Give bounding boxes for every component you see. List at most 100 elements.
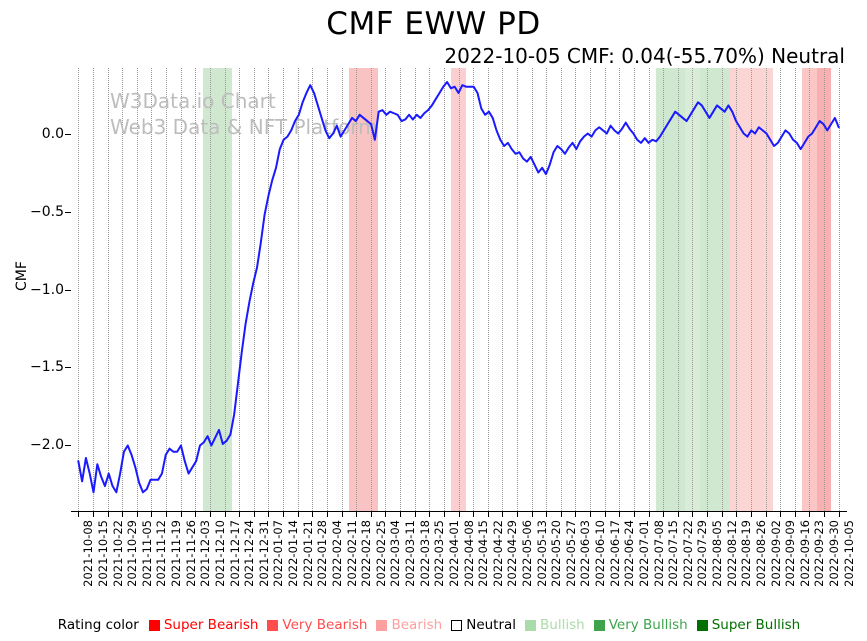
x-tick-label: 2022-09-02	[768, 520, 783, 587]
x-tick-label: 2021-11-26	[183, 520, 198, 587]
gridline	[502, 68, 504, 511]
x-tick-label: 2022-02-11	[344, 520, 359, 587]
x-tick-mark	[400, 512, 401, 517]
x-tick-label: 2022-02-18	[359, 520, 374, 587]
x-tick-label: 2022-07-08	[651, 520, 666, 587]
x-tick-mark	[590, 512, 592, 517]
y-tick-label: −1.5	[30, 359, 64, 376]
x-tick-mark	[721, 512, 723, 517]
legend-label: Very Bullish	[608, 617, 688, 633]
gridline	[136, 68, 138, 511]
legend-swatch-icon	[267, 619, 279, 631]
legend-entry-very-bearish[interactable]: Very Bearish	[267, 617, 367, 633]
gridline	[180, 68, 182, 511]
chart-subtitle: 2022-10-05 CMF: 0.04(-55.70%) Neutral	[444, 44, 845, 68]
x-tick-mark	[531, 512, 533, 517]
rating-band-bullish	[685, 68, 700, 511]
x-tick-mark	[473, 512, 475, 517]
x-tick-label: 2022-03-25	[432, 520, 447, 587]
x-tick-label: 2022-06-17	[607, 520, 622, 587]
x-tick-label: 2021-11-12	[154, 520, 169, 587]
rating-band-bullish	[655, 68, 686, 511]
x-tick-label: 2021-12-24	[242, 520, 257, 587]
gridline	[794, 68, 796, 511]
x-tick-label: 2022-04-22	[490, 520, 505, 587]
gridline	[429, 68, 431, 511]
page-title: CMF EWW PD	[326, 6, 541, 42]
y-tick-label: 0.0	[41, 125, 64, 142]
legend-title: Rating color	[57, 617, 139, 633]
x-tick-mark	[575, 512, 577, 517]
x-tick-label: 2022-01-07	[271, 520, 286, 587]
legend-swatch-icon	[451, 619, 463, 631]
legend-label: Bullish	[540, 617, 585, 633]
gridline	[400, 68, 401, 511]
x-tick-label: 2022-06-10	[593, 520, 608, 587]
gridline	[546, 68, 548, 511]
x-tick-label: 2022-05-06	[519, 520, 534, 587]
x-tick-mark	[677, 512, 679, 517]
gridline	[312, 68, 314, 511]
x-tick-mark	[385, 512, 387, 517]
plot-area	[71, 68, 846, 511]
x-tick-label: 2022-07-29	[695, 520, 710, 587]
x-tick-mark	[560, 512, 562, 517]
x-tick-label: 2022-09-16	[797, 520, 812, 587]
x-tick-mark	[663, 512, 665, 517]
x-tick-mark	[633, 512, 635, 517]
x-tick-label: 2022-03-11	[403, 520, 417, 587]
gridline	[721, 68, 723, 511]
x-tick-mark	[312, 512, 314, 517]
x-tick-label: 2022-01-28	[315, 520, 330, 587]
x-tick-label: 2022-09-09	[783, 520, 798, 587]
x-tick-mark	[780, 512, 782, 517]
x-tick-mark	[180, 512, 182, 517]
gridline	[736, 68, 738, 511]
x-tick-mark	[341, 512, 343, 517]
y-tick-mark	[65, 133, 71, 135]
gridline	[414, 68, 416, 511]
gridline	[619, 68, 621, 511]
legend-entry-neutral[interactable]: Neutral	[451, 617, 516, 633]
x-tick-label: 2022-07-15	[666, 520, 681, 587]
x-tick-label: 2022-06-03	[578, 520, 593, 587]
gridline	[765, 68, 767, 511]
legend-entry-super-bullish[interactable]: Super Bullish	[696, 617, 800, 633]
gridline	[633, 68, 635, 511]
rating-band-bearish	[451, 68, 466, 511]
x-tick-mark	[268, 512, 270, 517]
legend-swatch-icon	[525, 619, 537, 631]
x-tick-label: 2022-07-01	[636, 520, 651, 587]
legend-entry-very-bullish[interactable]: Very Bullish	[593, 617, 688, 633]
x-tick-mark	[283, 512, 285, 517]
rating-band-very-bearish	[816, 68, 832, 511]
legend-swatch-icon	[696, 619, 708, 631]
x-tick-mark	[458, 512, 460, 517]
x-tick-mark	[92, 512, 94, 517]
x-tick-mark	[736, 512, 738, 517]
x-tick-label: 2022-02-04	[329, 520, 344, 587]
x-tick-label: 2022-03-18	[417, 520, 432, 587]
legend-entry-super-bearish[interactable]: Super Bearish	[148, 617, 258, 633]
legend-entry-bearish[interactable]: Bearish	[376, 617, 442, 633]
gridline	[107, 68, 109, 511]
x-tick-label: 2021-10-15	[95, 520, 110, 587]
legend-entry-bullish[interactable]: Bullish	[525, 617, 585, 633]
x-tick-label: 2022-01-14	[286, 520, 301, 587]
x-tick-mark	[195, 512, 197, 517]
x-tick-mark	[794, 512, 796, 517]
x-tick-mark	[692, 512, 694, 517]
gridline	[239, 68, 241, 511]
rating-band-bullish	[699, 68, 729, 511]
x-tick-mark	[707, 512, 709, 517]
x-tick-label: 2021-12-17	[227, 520, 242, 587]
y-axis-label: CMF	[14, 261, 30, 291]
cmf-line-series	[71, 68, 846, 511]
gridline	[341, 68, 343, 511]
x-tick-mark	[604, 512, 606, 517]
x-tick-mark	[326, 512, 328, 517]
y-tick-label: −0.5	[30, 203, 64, 220]
x-tick-label: 2022-01-21	[300, 520, 315, 587]
gridline	[824, 68, 826, 511]
